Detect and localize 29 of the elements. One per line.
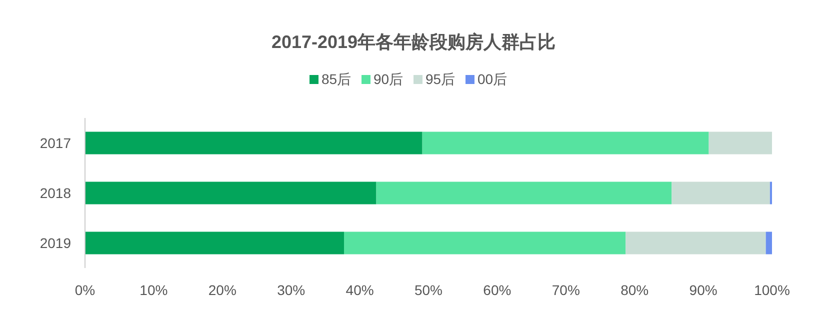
bar xyxy=(85,132,422,154)
x-tick-label: 50% xyxy=(414,282,443,298)
legend-label: 95后 xyxy=(426,71,456,87)
x-tick-label: 60% xyxy=(483,282,512,298)
chart-title: 2017-2019年各年龄段购房人群占比 xyxy=(271,32,556,52)
bar xyxy=(672,182,770,204)
y-tick-label: 2017 xyxy=(40,135,72,151)
x-tick-label: 100% xyxy=(754,282,790,298)
bar xyxy=(376,182,672,204)
x-tick-label: 30% xyxy=(277,282,306,298)
legend-label: 00后 xyxy=(478,71,508,87)
legend-label: 85后 xyxy=(322,71,352,87)
x-tick-label: 80% xyxy=(620,282,649,298)
bar xyxy=(85,182,376,204)
bar xyxy=(626,232,766,254)
legend-label: 90后 xyxy=(374,71,404,87)
x-tick-label: 40% xyxy=(346,282,374,298)
x-tick-label: 10% xyxy=(140,282,168,298)
bar xyxy=(422,132,709,154)
x-tick-label: 0% xyxy=(74,282,96,298)
bar xyxy=(344,232,626,254)
y-tick-label: 2019 xyxy=(40,235,72,251)
bar xyxy=(85,232,344,254)
x-tick-label: 70% xyxy=(552,282,580,298)
x-tick-label: 90% xyxy=(689,282,718,298)
y-tick-label: 2018 xyxy=(40,185,72,201)
bar xyxy=(708,132,772,154)
x-tick-label: 20% xyxy=(208,282,236,298)
bar xyxy=(766,232,772,254)
